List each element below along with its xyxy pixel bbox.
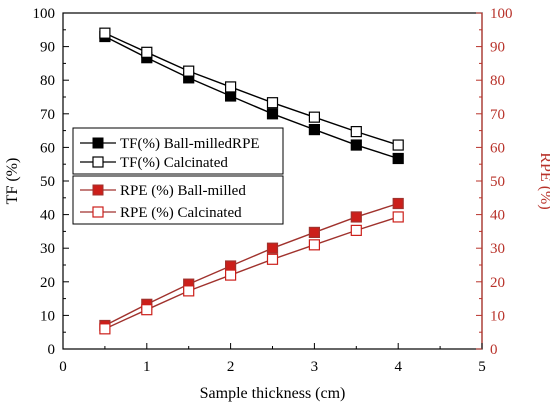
x-tick-label: 2 xyxy=(227,359,235,375)
series-layer xyxy=(99,27,404,335)
series-0-point xyxy=(392,152,404,165)
left-y-axis: 0 10 20 30 40 50 60 70 80 90 100 xyxy=(33,6,69,358)
legend-rpe: RPE (%) Ball-milled RPE (%) Calcinated xyxy=(72,175,284,225)
legend-tf: TF(%) Ball-milledRPE TF(%) Calcinated xyxy=(72,127,284,175)
y-left-tick-label: 80 xyxy=(40,73,55,89)
y-right-tick-label: 40 xyxy=(490,208,505,224)
y-right-tick-label: 20 xyxy=(490,275,505,291)
series-2-point xyxy=(392,197,404,210)
series-3-point xyxy=(183,285,195,297)
y-left-tick-label: 20 xyxy=(40,275,55,291)
series-1 xyxy=(99,27,404,151)
y-right-tick-label: 100 xyxy=(490,6,513,22)
series-2-point xyxy=(350,211,362,223)
legend-tf-ballmilled-marker xyxy=(92,137,104,149)
x-tick-label: 4 xyxy=(394,359,402,375)
series-1-point xyxy=(99,27,111,39)
legend-tf-calcinated-marker xyxy=(92,156,104,168)
series-3-point xyxy=(308,239,320,251)
y-left-tick-label: 90 xyxy=(40,40,55,56)
y-left-tick-label: 10 xyxy=(40,308,55,324)
right-y-axis-title: RPE (%) xyxy=(537,152,550,209)
series-3-point xyxy=(350,224,362,236)
series-1-point xyxy=(141,46,153,58)
series-3-point xyxy=(392,211,404,223)
y-left-tick-label: 70 xyxy=(40,107,55,123)
series-1-point xyxy=(225,81,237,93)
legend-tf-box xyxy=(72,127,284,175)
legend-rpe-calcinated-marker xyxy=(92,206,104,218)
legend-tf-ballmilled-label: TF(%) Ball-milledRPE xyxy=(120,136,260,152)
y-right-tick-label: 60 xyxy=(490,140,505,156)
y-right-tick-label: 10 xyxy=(490,308,505,324)
series-2-point xyxy=(266,242,279,254)
y-left-tick-label: 50 xyxy=(40,174,55,190)
series-2-point xyxy=(308,226,320,239)
y-right-tick-label: 0 xyxy=(490,342,498,358)
y-right-tick-label: 90 xyxy=(490,40,505,56)
series-3 xyxy=(99,211,404,335)
series-2-line xyxy=(104,202,399,327)
series-1-point xyxy=(308,111,320,123)
legend-tf-calcinated-label: TF(%) Calcinated xyxy=(120,155,228,171)
x-tick-label: 1 xyxy=(143,359,151,375)
legend-rpe-ballmilled-marker xyxy=(92,184,104,196)
series-0-point xyxy=(266,108,279,120)
series-0-point xyxy=(308,123,320,136)
series-1-line xyxy=(104,32,399,146)
y-right-tick-label: 80 xyxy=(490,73,505,89)
x-tick-label: 0 xyxy=(59,359,67,375)
legend-rpe-calcinated-label: RPE (%) Calcinated xyxy=(120,205,242,221)
series-3-point xyxy=(266,253,279,265)
x-axis: 0 1 2 3 4 5 xyxy=(59,343,486,375)
series-3-point xyxy=(225,269,237,281)
y-right-tick-label: 30 xyxy=(490,241,505,257)
left-y-axis-title: TF (%) xyxy=(4,158,21,205)
series-1-point xyxy=(183,65,195,77)
x-tick-label: 3 xyxy=(311,359,319,375)
series-3-point xyxy=(141,304,153,316)
y-left-tick-label: 60 xyxy=(40,140,55,156)
series-3-point xyxy=(99,323,111,335)
legend-rpe-ballmilled-label: RPE (%) Ball-milled xyxy=(120,183,246,199)
series-0-point xyxy=(350,139,362,151)
x-tick-label: 5 xyxy=(478,359,486,375)
y-left-tick-label: 40 xyxy=(40,208,55,224)
x-axis-title: Sample thickness (cm) xyxy=(200,385,346,402)
series-1-point xyxy=(350,126,362,138)
y-left-tick-label: 100 xyxy=(33,6,56,22)
right-y-axis: 0 10 20 30 40 50 60 70 80 90 100 xyxy=(476,6,513,358)
y-left-tick-label: 0 xyxy=(48,342,56,358)
series-1-point xyxy=(392,139,404,151)
y-right-tick-label: 70 xyxy=(490,107,505,123)
series-1-point xyxy=(266,97,279,109)
legend-rpe-box xyxy=(72,175,284,225)
y-right-tick-label: 50 xyxy=(490,174,505,190)
series-0-line xyxy=(104,35,399,160)
series-3-line xyxy=(104,216,399,330)
y-left-tick-label: 30 xyxy=(40,241,55,257)
